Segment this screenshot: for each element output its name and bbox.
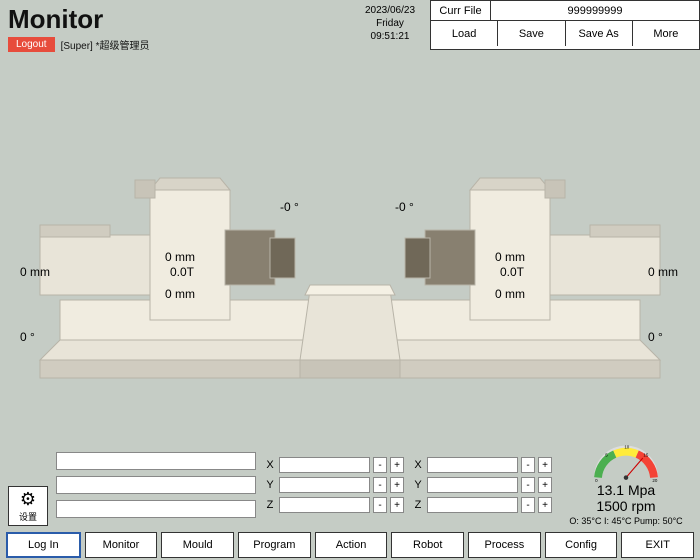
settings-button[interactable]: ⚙ 设置 xyxy=(8,486,48,526)
axis-right-y-minus[interactable]: - xyxy=(521,477,535,493)
nav-process-button[interactable]: Process xyxy=(468,532,541,558)
nav-log-in-button[interactable]: Log In xyxy=(6,532,81,558)
left-mm-bottom: 0 mm xyxy=(165,287,195,301)
file-more-button[interactable]: More xyxy=(633,21,699,46)
axis-right-x-minus[interactable]: - xyxy=(521,457,535,473)
left-force: 0.0T xyxy=(170,265,194,279)
nav-exit-button[interactable]: EXIT xyxy=(621,532,694,558)
nav-action-button[interactable]: Action xyxy=(315,532,388,558)
machine-viewport: 0 mm 0 ° 0 mm 0.0T 0 mm -0 ° -0 ° 0 mm 0… xyxy=(0,60,700,420)
file-load-button[interactable]: Load xyxy=(431,21,498,46)
axis-right-z-minus[interactable]: - xyxy=(521,497,535,513)
nav-mould-button[interactable]: Mould xyxy=(161,532,234,558)
gear-icon: ⚙ xyxy=(20,489,36,510)
axis-right-y-plus[interactable]: + xyxy=(538,477,552,493)
axis-left-x-minus[interactable]: - xyxy=(373,457,387,473)
nav-monitor-button[interactable]: Monitor xyxy=(85,532,158,558)
page-title: Monitor xyxy=(8,4,342,35)
left-mm-top: 0 mm xyxy=(165,250,195,264)
left-bottom-angle: 0 ° xyxy=(20,330,35,344)
axis-right-x-field[interactable] xyxy=(427,457,518,473)
progress-bar-1 xyxy=(56,452,256,470)
axis-right-z-label: Z xyxy=(412,499,424,511)
axis-left-z-minus[interactable]: - xyxy=(373,497,387,513)
file-save-button[interactable]: Save xyxy=(498,21,565,46)
pressure-gauge: 0 5 10 15 20 xyxy=(561,444,691,483)
progress-bar-2 xyxy=(56,476,256,494)
axis-right-x-label: X xyxy=(412,459,424,471)
axis-left-y-minus[interactable]: - xyxy=(373,477,387,493)
gauge-rpm: 1500 rpm xyxy=(596,499,655,514)
axis-left-z-label: Z xyxy=(264,499,276,511)
axis-right-z-plus[interactable]: + xyxy=(538,497,552,513)
axis-left-x-field[interactable] xyxy=(279,457,370,473)
axis-right-x-plus[interactable]: + xyxy=(538,457,552,473)
right-force: 0.0T xyxy=(500,265,524,279)
axis-right-z-field[interactable] xyxy=(427,497,518,513)
nav-program-button[interactable]: Program xyxy=(238,532,311,558)
gauge-temps: O: 35°C I: 45°C Pump: 50°C xyxy=(569,516,682,526)
axis-left-z-field[interactable] xyxy=(279,497,370,513)
right-mm-top: 0 mm xyxy=(495,250,525,264)
time-text: 09:51:21 xyxy=(350,30,430,43)
logout-button[interactable]: Logout xyxy=(8,37,55,52)
center-right-angle: -0 ° xyxy=(395,200,414,214)
axis-left-z-plus[interactable]: + xyxy=(390,497,404,513)
day-text: Friday xyxy=(350,17,430,30)
curr-file-value: 999999999 xyxy=(491,1,699,20)
settings-label: 设置 xyxy=(19,510,37,523)
center-left-angle: -0 ° xyxy=(280,200,299,214)
axis-left-x-plus[interactable]: + xyxy=(390,457,404,473)
axis-right-y-field[interactable] xyxy=(427,477,518,493)
axis-left-x-label: X xyxy=(264,459,276,471)
gauge-pressure: 13.1 Mpa xyxy=(596,483,655,498)
nav-robot-button[interactable]: Robot xyxy=(391,532,464,558)
axis-left-y-plus[interactable]: + xyxy=(390,477,404,493)
right-mm-bottom: 0 mm xyxy=(495,287,525,301)
datetime-block: 2023/06/23 Friday 09:51:21 xyxy=(350,0,430,50)
axis-left-y-field[interactable] xyxy=(279,477,370,493)
curr-file-label: Curr File xyxy=(431,1,491,20)
file-save-as-button[interactable]: Save As xyxy=(566,21,633,46)
left-outer-mm: 0 mm xyxy=(20,265,50,279)
user-label: [Super] *超级管理员 xyxy=(61,37,150,52)
axis-right-y-label: Y xyxy=(412,479,424,491)
svg-text:15: 15 xyxy=(643,452,648,457)
right-outer-mm: 0 mm xyxy=(648,265,678,279)
right-bottom-angle: 0 ° xyxy=(648,330,663,344)
axis-left-y-label: Y xyxy=(264,479,276,491)
svg-text:10: 10 xyxy=(624,444,629,449)
nav-config-button[interactable]: Config xyxy=(545,532,618,558)
progress-bar-3 xyxy=(56,500,256,518)
date-text: 2023/06/23 xyxy=(350,4,430,17)
